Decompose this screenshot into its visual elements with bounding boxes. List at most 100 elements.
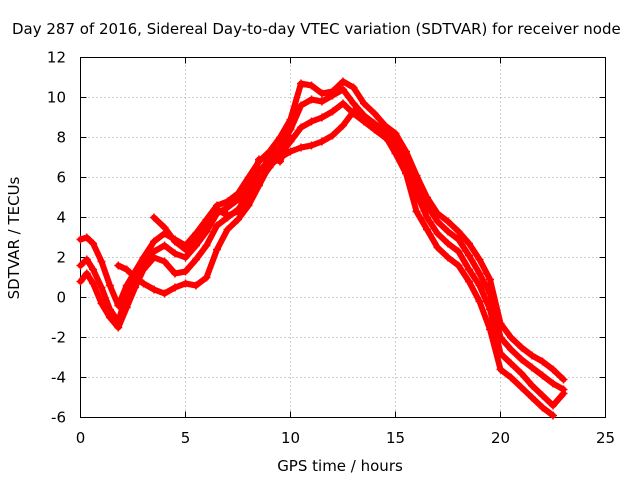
data-point <box>454 227 463 236</box>
data-point <box>213 221 221 230</box>
axis-ticks <box>80 57 606 418</box>
y-tick-label: 10 <box>47 89 66 107</box>
data-point <box>507 373 515 382</box>
data-point <box>223 211 232 220</box>
data-point <box>444 217 452 226</box>
data-point <box>339 99 347 108</box>
data-point <box>276 157 284 166</box>
data-point <box>89 265 98 274</box>
data-point <box>360 99 368 108</box>
data-point <box>223 203 232 212</box>
data-point <box>160 257 169 266</box>
x-tick-label: 15 <box>386 429 405 447</box>
data-point <box>181 279 190 288</box>
data-series <box>76 77 568 420</box>
data-point <box>307 117 316 126</box>
data-point <box>486 289 494 298</box>
data-point <box>265 153 274 162</box>
data-point <box>349 83 358 92</box>
data-point <box>286 133 295 142</box>
data-point <box>82 233 91 242</box>
data-point <box>528 363 536 372</box>
data-point <box>89 279 98 288</box>
data-point <box>454 247 463 256</box>
data-point <box>307 141 316 150</box>
data-point <box>444 227 452 236</box>
data-point <box>538 371 547 380</box>
data-point <box>444 239 452 248</box>
x-tick-label: 20 <box>491 429 510 447</box>
data-point <box>339 85 347 94</box>
data-point <box>76 235 85 244</box>
data-point <box>97 257 106 266</box>
data-point <box>349 99 358 108</box>
data-point <box>82 255 91 264</box>
data-point <box>412 207 421 216</box>
data-point <box>318 113 326 122</box>
data-point <box>82 269 91 278</box>
data-point <box>181 245 190 254</box>
data-point <box>76 277 85 286</box>
y-tick-label: -2 <box>51 329 66 347</box>
data-point <box>181 267 190 276</box>
data-point <box>202 241 211 250</box>
x-tick-label: 0 <box>76 429 86 447</box>
data-point <box>234 215 242 224</box>
data-point <box>307 95 316 104</box>
y-axis-label: SDTVAR / TECUs <box>5 176 23 299</box>
x-tick-label: 5 <box>181 429 191 447</box>
data-point <box>496 365 505 374</box>
data-point <box>139 265 148 274</box>
series-satellite-track-E <box>150 133 295 254</box>
data-point <box>454 235 463 244</box>
data-point <box>150 253 158 262</box>
data-point <box>202 273 211 282</box>
data-point <box>97 283 106 292</box>
y-tick-label: 6 <box>56 169 66 187</box>
data-point <box>538 357 547 366</box>
data-point <box>114 323 123 332</box>
data-point <box>328 107 337 116</box>
data-point <box>213 245 221 254</box>
data-point <box>465 251 473 260</box>
x-tick-label: 25 <box>596 429 615 447</box>
data-point <box>559 375 568 384</box>
data-point <box>528 381 536 390</box>
data-point <box>517 383 526 392</box>
data-point <box>549 401 557 410</box>
data-point <box>97 299 106 308</box>
data-point <box>223 225 232 234</box>
series-satellite-track-D <box>114 107 557 420</box>
data-point <box>454 261 463 270</box>
data-point <box>244 185 253 194</box>
data-point <box>160 223 169 232</box>
data-point <box>244 201 253 210</box>
data-point <box>465 277 473 286</box>
data-point <box>444 253 452 262</box>
data-point <box>507 359 515 368</box>
data-point <box>370 109 379 118</box>
chart-title: Day 287 of 2016, Sidereal Day-to-day VTE… <box>12 20 621 38</box>
data-point <box>549 365 557 374</box>
data-point <box>202 221 211 230</box>
y-tick-label: 4 <box>56 209 66 227</box>
data-point <box>114 261 123 270</box>
x-tick-labels: 0 5 10 15 20 25 <box>76 429 615 447</box>
data-point <box>381 131 389 140</box>
data-point <box>528 351 536 360</box>
data-point <box>423 213 431 222</box>
data-point <box>538 403 547 412</box>
y-tick-labels: -6 -4 -2 0 2 4 6 8 10 12 <box>47 49 66 427</box>
data-point <box>192 281 200 290</box>
data-point <box>181 253 190 262</box>
data-point <box>89 239 98 248</box>
data-point <box>507 345 515 354</box>
data-point <box>475 269 484 278</box>
y-tick-label: 2 <box>56 249 66 267</box>
data-point <box>559 389 568 398</box>
data-point <box>517 369 526 378</box>
data-point <box>297 101 305 110</box>
data-point <box>486 275 494 284</box>
data-point <box>433 217 442 226</box>
data-point <box>122 303 131 312</box>
